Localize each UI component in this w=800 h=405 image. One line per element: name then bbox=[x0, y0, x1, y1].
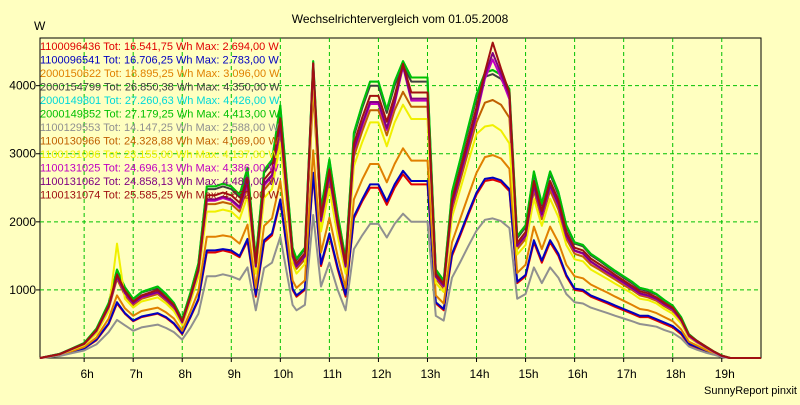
legend-entry-7: 1100129553 Tot: 14.147,25 Wh Max: 2.588,… bbox=[40, 122, 279, 134]
footer-credit: SunnyReport pinxit bbox=[704, 385, 797, 397]
legend: 1100096436 Tot: 16.541,75 Wh Max: 2.694,… bbox=[40, 41, 280, 202]
series-line-2 bbox=[39, 169, 761, 359]
x-tick-label: 6h bbox=[80, 367, 93, 381]
x-tick-label: 18h bbox=[666, 367, 686, 381]
y-tick-label: 2000 bbox=[9, 215, 36, 229]
series-line-12 bbox=[39, 41, 761, 359]
legend-entry-3: 2000150622 Tot: 18.895,25 Wh Max: 3.096,… bbox=[40, 68, 280, 80]
series-line-7 bbox=[39, 212, 761, 359]
x-tick-label: 12h bbox=[371, 367, 391, 381]
chart-title: Wechselrichtervergleich vom 01.05.2008 bbox=[292, 12, 509, 26]
y-tick-label: 1000 bbox=[9, 283, 36, 297]
legend-entry-1: 1100096436 Tot: 16.541,75 Wh Max: 2.694,… bbox=[40, 41, 279, 53]
legend-entry-12: 1100131074 Tot: 25.585,25 Wh Max: 4.632,… bbox=[40, 190, 279, 202]
axis-layer: 1000 2000 3000 4000 6h 7h 8h 9h 10h 11h 12h 13h 14h 1… bbox=[9, 79, 734, 381]
x-tick-label: 15h bbox=[519, 367, 539, 381]
plot-area bbox=[39, 37, 762, 359]
y-tick-label: 4000 bbox=[9, 79, 36, 93]
series-line-3 bbox=[39, 147, 761, 359]
x-tick-label: 19h bbox=[715, 367, 735, 381]
x-tick-label: 9h bbox=[228, 367, 241, 381]
legend-entry-5: 2000149801 Tot: 27.260,63 Wh Max: 4.426,… bbox=[40, 95, 280, 107]
x-tick-label: 13h bbox=[420, 367, 440, 381]
legend-entry-10: 1100131025 Tot: 24.696,13 Wh Max: 4.386,… bbox=[40, 163, 279, 175]
legend-entry-8: 1100130966 Tot: 24.328,88 Wh Max: 4.069,… bbox=[40, 136, 279, 148]
x-tick-label: 7h bbox=[130, 367, 143, 381]
series-layer bbox=[39, 41, 761, 359]
x-tick-label: 17h bbox=[617, 367, 637, 381]
legend-entry-2: 1100096541 Tot: 16.706,25 Wh Max: 2.783,… bbox=[40, 55, 279, 67]
y-axis-label: W bbox=[34, 19, 46, 33]
x-tick-label: 8h bbox=[179, 367, 192, 381]
x-tick-label: 10h bbox=[273, 367, 293, 381]
y-tick-label: 3000 bbox=[9, 147, 36, 161]
x-tick-label: 16h bbox=[568, 367, 588, 381]
x-tick-label: 14h bbox=[470, 367, 490, 381]
x-tick-label: 11h bbox=[323, 367, 342, 381]
legend-entry-6: 2000149852 Tot: 27.179,25 Wh Max: 4.413,… bbox=[40, 109, 280, 121]
series-line-9 bbox=[39, 74, 761, 359]
legend-entry-4: 2000154799 Tot: 26.850,38 Wh Max: 4.350,… bbox=[40, 82, 280, 94]
legend-entry-11: 1100131062 Tot: 24.858,13 Wh Max: 4.480,… bbox=[40, 176, 279, 188]
legend-entry-9: 1100131006 Tot: 23.155,00 Wh Max: 4.137,… bbox=[40, 149, 279, 161]
